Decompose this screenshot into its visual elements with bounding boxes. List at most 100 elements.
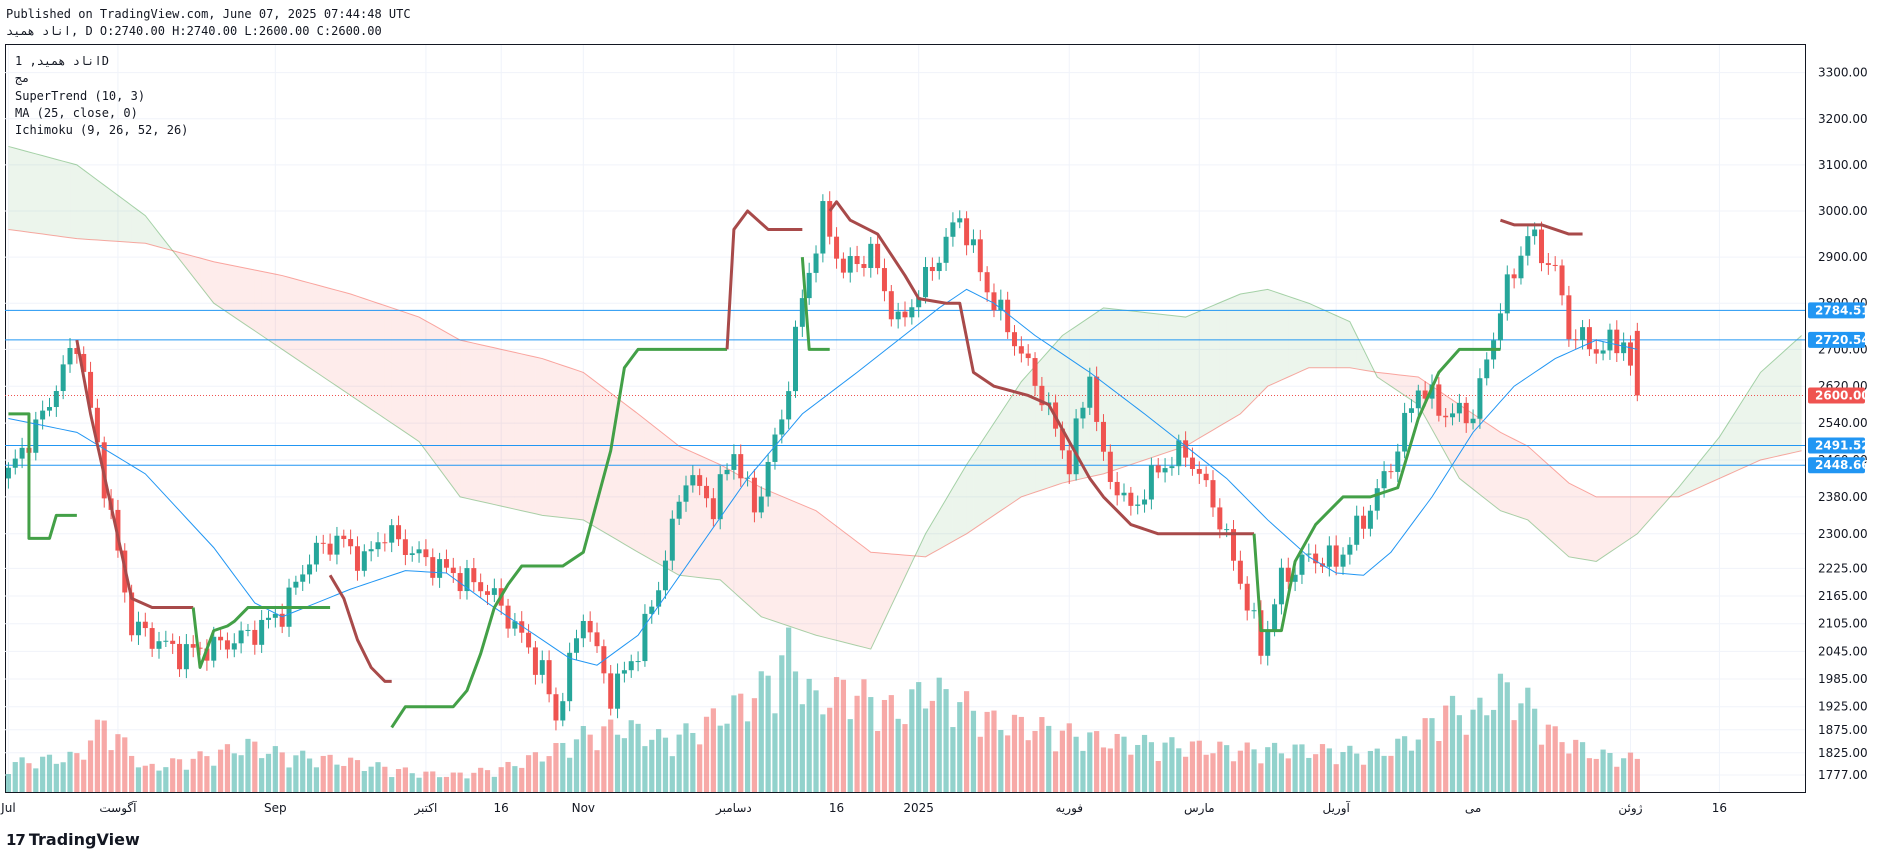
x-tick-label: آگوست [99,800,137,816]
cloud-segment [432,324,440,470]
candle-body [1189,457,1195,470]
candle-body [437,559,443,578]
cloud-segment [487,346,495,505]
candle-body [683,485,689,502]
volume-bars [5,627,1640,792]
candle-body [929,266,935,272]
legend-ma[interactable]: MA (25, close, 0) [15,106,138,120]
cloud-segment [1247,291,1255,407]
volume-bar [1203,754,1209,792]
cloud-segment [453,336,461,497]
volume-bar [1340,752,1346,792]
volume-bar [1059,730,1066,792]
candle-body [1176,440,1182,467]
candle-body [792,326,798,392]
cloud-segment [1130,310,1138,465]
candle-body [1545,263,1551,265]
candle-body [1210,480,1216,508]
candle-body [300,574,306,582]
volume-bar [744,721,751,792]
volume-bar [628,720,634,792]
cloud-segment [1568,483,1576,558]
candlesticks [5,191,1640,731]
cloud-segment [97,180,105,241]
volume-bar [717,725,723,792]
volume-bar [840,679,847,792]
x-tick-label: اکتبر [413,801,437,816]
tradingview-logo[interactable]: 17 TradingView [6,830,140,849]
cloud-segment [1609,496,1617,553]
cloud-segment [774,493,782,624]
candle-body [252,629,258,645]
cloud-segment [1493,427,1501,511]
cloud-segment [1692,462,1699,491]
volume-bar [601,726,607,792]
candle-body [1443,415,1449,418]
volume-bar [491,776,497,792]
candle-body [1087,376,1093,408]
cloud-segment [1124,310,1131,467]
candle-body [53,391,59,408]
volume-bar [1189,741,1196,792]
y-tick-label: 2225.00 [1818,561,1868,575]
volume-bar [183,769,189,792]
volume-bar [806,678,812,792]
volume-bar [368,766,374,792]
volume-bar [614,734,621,792]
candle-body [950,222,956,237]
volume-bar [1251,749,1257,792]
cloud-segment [966,454,974,534]
indicator-lines [8,200,1638,729]
volume-bar [1449,695,1456,792]
supertrend-line [1252,347,1501,633]
cloud-segment [754,483,762,617]
candle-body [1593,349,1599,354]
cloud-segment [1760,366,1768,460]
candle-body [1402,412,1408,452]
cloud-segment [282,275,290,354]
supertrend-line [75,339,194,610]
cloud-segment [343,292,351,396]
volume-bar [758,671,764,792]
legend-symbol[interactable]: اناد همید, 1D [15,54,109,68]
candle-body [560,701,566,721]
candle-body [170,640,176,644]
candle-body [88,371,94,408]
volume-bar [512,766,518,792]
supertrend-line [390,347,728,729]
candle-body [1586,327,1592,350]
volume-bar [341,765,347,792]
time-axis[interactable]: Jul آگوست Sep اکتبر 16 Nov دسامبر 16 2025 فوریه ما… [0,800,1727,816]
candle-body [656,590,662,607]
candle-body [1162,468,1168,473]
cloud-segment [35,153,43,235]
candle-body [628,661,634,671]
candle-body [751,477,757,513]
volume-bar [464,778,470,792]
cloud-segment [1774,353,1782,457]
cloud-segment [535,357,543,516]
cloud-segment [1301,300,1309,371]
price-axis[interactable]: 3300.003200.003100.003000.002900.002800.… [1818,66,1868,782]
volume-bar [786,627,792,792]
legend-supertrend[interactable]: SuperTrend (10, 3) [15,89,146,103]
cloud-segment [1582,489,1590,561]
cloud-segment [802,504,810,633]
volume-bar [1607,753,1613,792]
cloud-segment [1404,375,1412,401]
candle-body [272,613,278,618]
volume-bar [94,719,100,792]
candle-body [868,243,874,268]
cloud-segment [597,382,604,533]
candle-body [279,613,285,627]
volume-bar [498,767,504,792]
y-tick-label: 1825.00 [1818,746,1868,760]
cloud-segment [918,533,926,557]
cloud-segment [152,224,159,247]
candle-body [443,559,449,568]
cloud-segment [425,320,433,460]
candle-body [957,218,963,223]
legend-ichimoku[interactable]: Ichimoku (9, 26, 52, 26) [15,123,189,137]
candle-body [717,474,723,520]
